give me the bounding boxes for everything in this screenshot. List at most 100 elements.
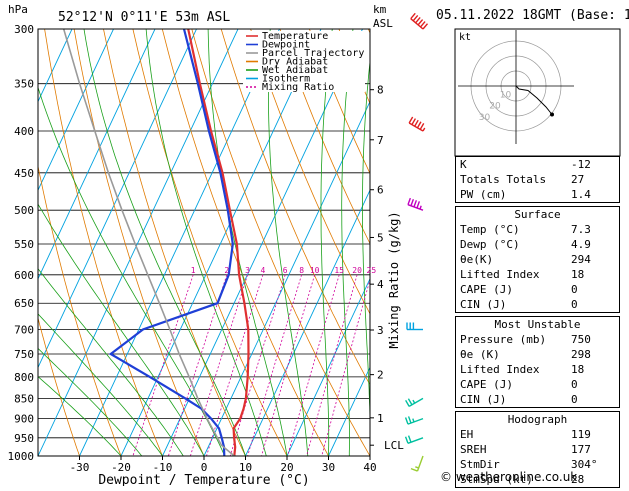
hpa-label: hPa [8,3,28,16]
surface-row: Dewp (°C)4.9 [456,237,619,252]
datetime-label: 05.11.2022 18GMT (Base: 18) [436,8,629,23]
wind-barb-flag [406,400,410,406]
x-tick-label: 40 [363,461,376,474]
index-value: 1.4 [571,187,615,202]
wind-barb-flag [420,123,424,129]
most-unstable-value: 298 [571,347,615,362]
hodograph-stat-value: 304° [571,457,615,472]
surface-label: CAPE (J) [460,282,513,297]
x-tick-label: 30 [322,461,335,474]
mixing-ratio-label: 4 [260,266,265,275]
location-label: 52°12'N 0°11'E 53m ASL [58,10,230,25]
surface-label: Temp (°C) [460,222,520,237]
pressure-tick-label: 400 [14,125,34,138]
most-unstable-label: CAPE (J) [460,377,513,392]
height-tick-label: 2 [377,369,384,382]
dry-adiabat-line [251,29,453,456]
asl-label: ASL [373,17,393,30]
credit-label: © weatheronline.co.uk [440,470,577,484]
wind-barb [411,13,428,29]
mixing-ratio-label: 6 [283,266,288,275]
wind-barb-flag [411,469,418,471]
surface-label: CIN (J) [460,297,506,312]
pressure-tick-label: 700 [14,324,34,337]
wind-barb [409,117,425,131]
surface-value: 4.9 [571,237,615,252]
wind-barb-flag [421,22,425,27]
hodograph-storm-point [550,113,554,117]
surface-row: θe(K) 294 [456,252,619,267]
height-tick-label: 5 [377,231,384,244]
wind-barb [406,416,423,424]
pressure-tick-label: 450 [14,167,34,180]
isotherm-line [163,29,363,456]
mixing-ratio-label: 20 [352,266,362,275]
plot-frame [38,29,370,456]
pressure-tick-label: 900 [14,413,34,426]
mixing-ratio-label: 2 [224,266,229,275]
pressure-tick-label: 600 [14,269,34,282]
most-unstable-label: Pressure (mb) [460,332,546,347]
most-unstable-row: CAPE (J)0 [456,377,619,392]
hodograph-ring-label: 30 [479,113,491,123]
height-tick-label: 8 [377,84,384,97]
hodograph-stat-label: EH [460,427,473,442]
wind-barb-flag [408,198,410,205]
dewpoint-line [111,29,233,456]
parcel-trajectory-line [64,29,235,456]
surface-title: Surface [456,207,619,222]
wind-barb-flag [409,117,413,123]
height-tick-label: 6 [377,184,384,197]
surface-row: CAPE (J)0 [456,282,619,297]
isotherm-line [246,29,446,456]
x-axis-title: Dewpoint / Temperature (°C) [98,473,309,486]
x-tick-label: -30 [70,461,90,474]
wind-barb-half-flag [415,467,418,468]
most-unstable-label: CIN (J) [460,392,506,407]
surface-value: 294 [571,252,615,267]
index-value: -12 [571,157,615,172]
height-tick-label: 7 [377,134,384,147]
wind-barb-flag [408,399,412,405]
hodograph-ring-label: 10 [500,90,512,100]
wind-barb-flag [413,15,417,20]
isotherm-line [121,29,321,456]
dry-adiabat-line [133,29,287,456]
wind-barb-half-flag [413,419,414,422]
wind-barb-flag [423,24,427,29]
wind-barb-flag [417,201,419,208]
surface-row: CIN (J) 0 [456,297,619,312]
hodograph-stats-title: Hodograph [456,412,619,427]
legend-label: Mixing Ratio [262,82,334,93]
wet-adiabat-line [268,29,307,456]
mixing-ratio-label: 1 [191,266,196,275]
hodograph-frame [455,29,620,156]
index-label: PW (cm) [460,187,506,202]
mixing-ratio-line [288,275,340,456]
hodograph-stat-value: 119 [571,427,615,442]
isotherm-line [38,29,238,456]
wind-barb-half-flag [420,206,421,209]
wind-barb-staff [418,456,423,471]
height-tick-label: LCL [384,439,404,452]
mixing-ratio-line [230,275,285,456]
mixing-ratio-label: 10 [310,266,320,275]
wind-barb [406,436,423,444]
wind-barb-flag [417,122,421,128]
mixing-ratio-label: 15 [334,266,344,275]
surface-value: 18 [571,267,615,282]
most-unstable-label: θe (K) [460,347,500,362]
hodograph-ring-label: 20 [489,102,501,112]
most-unstable-value: 18 [571,362,615,377]
wind-barb-flag [418,20,422,25]
height-tick-label: 1 [377,412,384,425]
surface-label: θe(K) [460,252,493,267]
surface-value: 0 [571,297,615,312]
wet-adiabat-line [321,29,332,456]
pressure-tick-label: 550 [14,238,34,251]
pressure-tick-label: 350 [14,78,34,91]
